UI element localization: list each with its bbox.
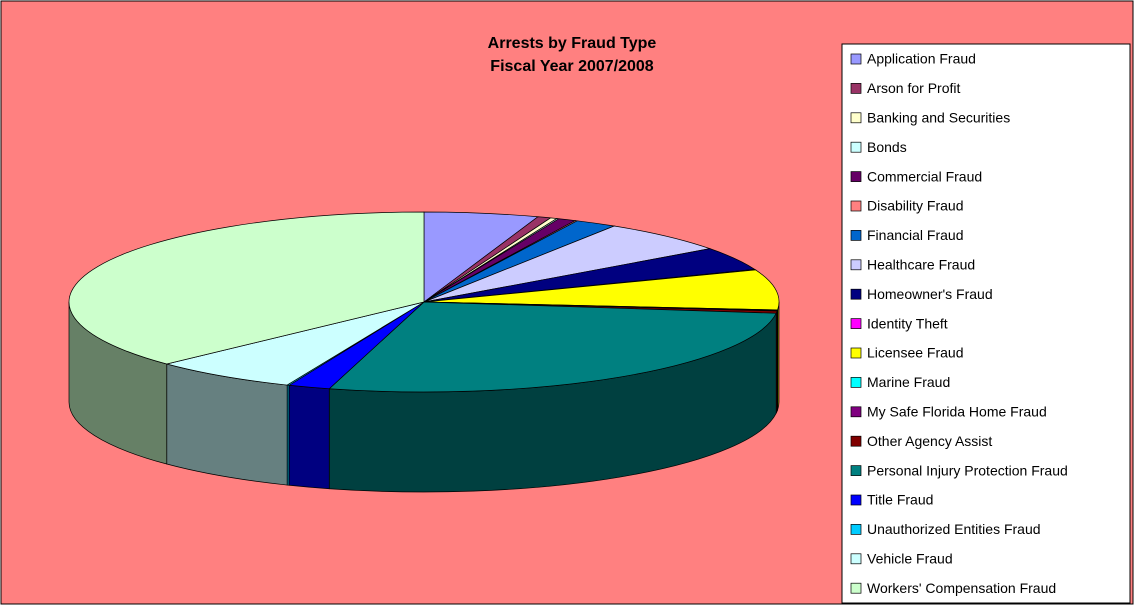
legend-label: Marine Fraud [867, 374, 950, 390]
legend-swatch [851, 260, 861, 270]
legend-swatch [851, 54, 861, 64]
legend-swatch [851, 230, 861, 240]
legend-label: Unauthorized Entities Fraud [867, 521, 1041, 537]
legend-label: Application Fraud [867, 51, 976, 67]
slice-side [289, 385, 329, 488]
legend-label: Arson for Profit [867, 80, 960, 96]
legend-swatch [851, 83, 861, 93]
legend-label: Healthcare Fraud [867, 257, 975, 273]
legend-label: Commercial Fraud [867, 168, 982, 184]
legend-label: My Safe Florida Home Fraud [867, 404, 1047, 420]
legend-label: Banking and Securities [867, 110, 1010, 126]
legend-swatch [851, 172, 861, 182]
legend-swatch [851, 466, 861, 476]
chart-title: Arrests by Fraud Type [488, 35, 657, 52]
legend-swatch [851, 348, 861, 358]
legend-label: Licensee Fraud [867, 345, 964, 361]
legend-label: Other Agency Assist [867, 433, 992, 449]
legend-label: Identity Theft [867, 315, 948, 331]
legend-label: Vehicle Fraud [867, 551, 953, 567]
legend-swatch [851, 113, 861, 123]
legend-label: Title Fraud [867, 492, 933, 508]
legend-label: Disability Fraud [867, 198, 963, 214]
legend-label: Workers' Compensation Fraud [867, 580, 1056, 596]
legend-swatch [851, 407, 861, 417]
chart-subtitle: Fiscal Year 2007/2008 [490, 58, 654, 75]
legend-swatch [851, 289, 861, 299]
legend-swatch [851, 201, 861, 211]
legend-swatch [851, 524, 861, 534]
legend-swatch [851, 583, 861, 593]
legend-label: Bonds [867, 139, 907, 155]
legend-label: Financial Fraud [867, 227, 964, 243]
legend-swatch [851, 319, 861, 329]
legend-swatch [851, 377, 861, 387]
legend-swatch [851, 554, 861, 564]
legend-label: Homeowner's Fraud [867, 286, 993, 302]
legend-swatch [851, 436, 861, 446]
legend-swatch [851, 142, 861, 152]
legend-swatch [851, 495, 861, 505]
legend-label: Personal Injury Protection Fraud [867, 462, 1068, 478]
